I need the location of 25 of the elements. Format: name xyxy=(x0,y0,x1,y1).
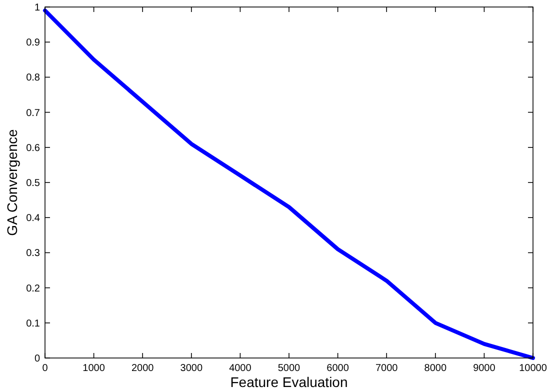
x-tick-label: 3000 xyxy=(180,363,203,374)
line-series xyxy=(43,8,535,360)
y-axis-title: GA Convergence xyxy=(4,128,20,236)
x-tick-label: 2000 xyxy=(131,363,154,374)
y-tick-label: 0.9 xyxy=(26,38,40,49)
x-tick-label: 4000 xyxy=(229,363,252,374)
x-tick-label: 5000 xyxy=(278,363,301,374)
x-tick-label: 8000 xyxy=(424,363,447,374)
x-tick-label: 9000 xyxy=(473,363,496,374)
x-tick-label: 10000 xyxy=(519,363,548,374)
y-tick-label: 0.6 xyxy=(26,142,40,154)
y-tick-label: 0.2 xyxy=(26,283,40,294)
y-tick-label: 0.3 xyxy=(26,248,40,260)
y-tick-label: 0 xyxy=(34,354,40,364)
x-tick-label: 6000 xyxy=(326,363,350,374)
x-tick-label: 7000 xyxy=(375,363,398,374)
x-tick-label: 0 xyxy=(42,363,48,374)
y-tick-label: 0.7 xyxy=(26,108,40,119)
y-tick-label: 0.8 xyxy=(26,72,40,84)
y-tick-label: 0.5 xyxy=(26,178,40,189)
x-axis-title: Feature Evaluation xyxy=(230,374,348,390)
y-tick-label: 1 xyxy=(34,2,40,14)
y-tick-label: 0.1 xyxy=(26,318,40,330)
y-tick-label: 0.4 xyxy=(26,213,40,224)
x-tick-label: 1000 xyxy=(82,363,106,374)
